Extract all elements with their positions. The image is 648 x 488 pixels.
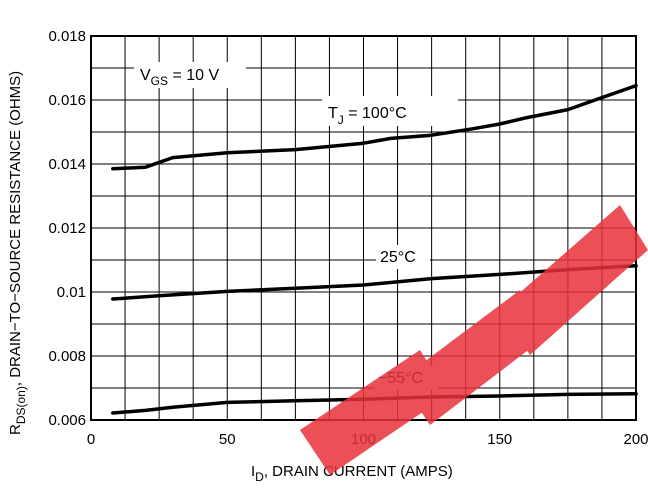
condition-label-rest: = 10 V xyxy=(168,67,219,84)
condition-label-sub: GS xyxy=(151,74,168,88)
series-label-0: TJ = 100°C xyxy=(328,105,407,127)
y-tick-label: 0.012 xyxy=(48,220,86,237)
grid xyxy=(90,35,637,421)
series-label-0-main: T xyxy=(328,105,338,122)
series-lines xyxy=(111,83,638,415)
x-tick-label: 200 xyxy=(623,431,648,448)
y-tick-label: 0.018 xyxy=(48,28,86,45)
condition-label: VGS = 10 V xyxy=(140,67,219,88)
y-tick-label: 0.014 xyxy=(48,156,86,173)
y-tick-label: 0.006 xyxy=(48,412,86,429)
series-label-bg-1 xyxy=(376,245,430,269)
series-label-bg-0 xyxy=(322,96,458,126)
y-axis-label-sub: DS(on) xyxy=(14,386,28,424)
series-label-1-main: 25°C xyxy=(380,249,416,266)
annotations: VGS = 10 V TJ = 100°C 25°C −55°C xyxy=(134,62,458,390)
series-label-0-rest: = 100°C xyxy=(344,105,407,122)
y-tick-label: 0.008 xyxy=(48,348,86,365)
y-tick-labels: 0.006 0.008 0.01 0.012 0.014 0.016 0.018 xyxy=(48,28,86,429)
watermark xyxy=(300,205,648,475)
condition-label-main: V xyxy=(140,67,151,84)
x-axis-label-rest: , DRAIN CURRENT (AMPS) xyxy=(264,463,453,480)
y-tick-label: 0.01 xyxy=(57,284,86,301)
y-tick-label: 0.016 xyxy=(48,92,86,109)
y-axis-label: RDS(on), DRAIN−TO−SOURCE RESISTANCE (OHM… xyxy=(7,71,28,435)
x-axis-label-main: I xyxy=(251,463,255,480)
condition-label-bg xyxy=(134,62,246,88)
x-axis-label: ID, DRAIN CURRENT (AMPS) xyxy=(251,463,453,484)
series-line-0 xyxy=(111,83,638,171)
x-axis-label-sub: D xyxy=(255,470,264,484)
x-tick-label: 0 xyxy=(87,431,95,448)
x-tick-label: 50 xyxy=(219,431,236,448)
x-tick-label: 150 xyxy=(487,431,512,448)
series-label-1: 25°C xyxy=(380,249,416,266)
y-axis-label-main: R xyxy=(7,424,24,435)
y-axis-label-rest: , DRAIN−TO−SOURCE RESISTANCE (OHMS) xyxy=(7,71,24,386)
series-line-2 xyxy=(111,392,638,415)
series-label-0-sub: J xyxy=(338,113,344,127)
watermark-shape-3 xyxy=(500,205,648,355)
